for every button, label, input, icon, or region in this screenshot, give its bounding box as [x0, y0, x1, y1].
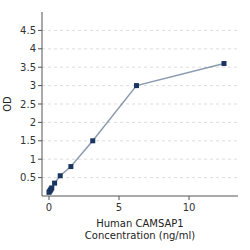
tick — [38, 104, 42, 105]
tick-label: 5 — [116, 202, 122, 213]
marker — [90, 138, 95, 143]
tick-label: 2 — [30, 117, 36, 128]
tick — [38, 30, 42, 31]
x-label-line: Concentration (ng/ml) — [85, 230, 195, 241]
grid-line — [42, 177, 238, 178]
x-axis — [42, 196, 238, 197]
tick — [38, 48, 42, 49]
grid-line — [42, 104, 238, 105]
line — [49, 64, 224, 193]
plot-area — [47, 61, 227, 195]
tick — [38, 177, 42, 178]
tick-label: 2.5 — [20, 99, 36, 110]
tick-label: 1.5 — [20, 135, 36, 146]
marker — [58, 173, 63, 178]
tick-label: 10 — [183, 202, 196, 213]
grid-line — [42, 122, 238, 123]
x-label: Human CAMSAP1Concentration (ng/ml) — [85, 218, 195, 241]
tick-label: 4.5 — [20, 25, 36, 36]
tick — [38, 67, 42, 68]
tick — [38, 140, 42, 141]
tick-label: 0 — [46, 202, 52, 213]
tick — [189, 196, 190, 200]
tick-label: 1 — [30, 154, 36, 165]
tick — [38, 122, 42, 123]
chart: 0.511.522.533.544.50510Human CAMSAP1Conc… — [0, 0, 250, 250]
tick-label: 3 — [30, 80, 36, 91]
marker — [52, 181, 57, 186]
grid-line — [42, 48, 238, 49]
tick-label: 3.5 — [20, 62, 36, 73]
grid-line — [42, 159, 238, 160]
tick — [119, 196, 120, 200]
tick — [38, 159, 42, 160]
y-label: OD — [2, 96, 13, 112]
y-axis — [42, 12, 43, 196]
marker — [49, 185, 54, 190]
tick-label: 0.5 — [20, 172, 36, 183]
tick — [38, 85, 42, 86]
grid-line — [42, 140, 238, 141]
marker — [222, 61, 227, 66]
marker — [68, 164, 73, 169]
marker — [134, 83, 139, 88]
tick — [49, 196, 50, 200]
grid-line — [42, 30, 238, 31]
tick-label: 4 — [30, 43, 36, 54]
x-label-line: Human CAMSAP1 — [96, 218, 183, 229]
